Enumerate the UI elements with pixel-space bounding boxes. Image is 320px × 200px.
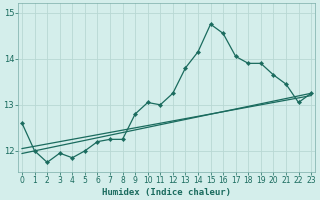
X-axis label: Humidex (Indice chaleur): Humidex (Indice chaleur) bbox=[102, 188, 231, 197]
